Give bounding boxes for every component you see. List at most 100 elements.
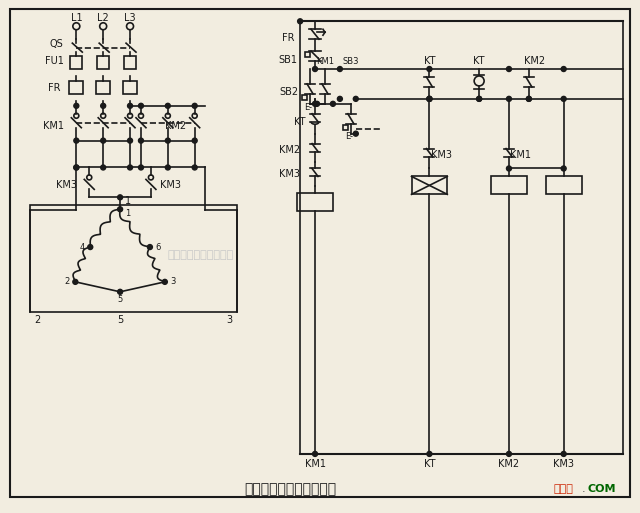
Circle shape [127,165,132,170]
Circle shape [427,96,432,102]
Text: KM3: KM3 [431,150,452,160]
Circle shape [298,19,303,24]
Text: 3: 3 [227,314,232,325]
Circle shape [192,138,197,143]
Text: KM3: KM3 [56,181,77,190]
Text: FR: FR [282,33,294,43]
Bar [491,176,527,194]
Text: KT: KT [294,117,306,127]
Text: KT: KT [424,56,435,66]
Circle shape [74,138,79,143]
Circle shape [506,451,511,457]
Circle shape [330,102,335,106]
Circle shape [353,96,358,102]
Circle shape [526,96,531,102]
Bar [302,95,307,100]
Text: KM1: KM1 [316,56,334,66]
Bar [97,56,109,69]
Text: COM: COM [588,484,616,494]
Text: KM2: KM2 [279,145,300,154]
Circle shape [312,67,317,71]
Bar [29,205,237,312]
Circle shape [526,96,531,102]
Text: 4: 4 [79,243,85,251]
Circle shape [312,451,317,457]
Circle shape [147,245,152,249]
Text: 杭州将睿科技有限公司: 杭州将睿科技有限公司 [168,250,234,260]
Circle shape [192,165,197,170]
Circle shape [127,138,132,143]
Text: L3: L3 [124,13,136,23]
Text: KM2: KM2 [499,459,520,469]
Circle shape [100,103,106,108]
Bar [546,176,582,194]
Circle shape [427,96,432,102]
Circle shape [561,451,566,457]
Text: KT: KT [424,459,435,469]
Circle shape [118,289,123,294]
Bar [343,125,348,130]
Bar [96,81,110,94]
Text: FU1: FU1 [45,56,64,66]
Bar [297,193,333,211]
Circle shape [314,102,319,106]
Circle shape [337,96,342,102]
Text: KM1: KM1 [511,150,531,160]
Bar [412,176,447,194]
Circle shape [118,195,123,200]
Text: 2: 2 [65,278,70,286]
Circle shape [561,96,566,102]
Text: E: E [305,103,310,112]
Circle shape [427,67,432,71]
Circle shape [163,280,167,284]
Text: .: . [582,484,585,494]
Circle shape [337,67,342,71]
Circle shape [100,165,106,170]
Circle shape [165,138,170,143]
Text: -: - [349,132,353,141]
Text: KM3: KM3 [553,459,574,469]
Circle shape [73,280,78,284]
Circle shape [427,96,432,102]
Circle shape [477,96,482,102]
Circle shape [74,165,79,170]
Text: FR: FR [48,83,61,93]
Circle shape [353,131,358,136]
Text: 5: 5 [117,314,124,325]
Text: KM2: KM2 [524,56,545,66]
Circle shape [74,165,79,170]
Circle shape [561,166,566,171]
Circle shape [88,245,93,249]
Circle shape [118,207,123,212]
Circle shape [138,165,143,170]
Circle shape [100,138,106,143]
Circle shape [165,103,170,108]
Text: KM1: KM1 [43,121,64,131]
Circle shape [138,138,143,143]
Text: 6: 6 [155,243,161,251]
Circle shape [165,165,170,170]
Bar [70,56,83,69]
Text: SB1: SB1 [278,55,298,65]
Circle shape [74,103,79,108]
Text: KM3: KM3 [160,181,181,190]
Circle shape [561,67,566,71]
Text: 接线图: 接线图 [554,484,573,494]
Circle shape [506,67,511,71]
Circle shape [477,96,482,102]
Bar [123,81,137,94]
Circle shape [427,451,432,457]
Text: 1: 1 [125,209,131,218]
Text: L1: L1 [70,13,82,23]
Text: 双速电动机调速控制线路: 双速电动机调速控制线路 [244,482,336,496]
Circle shape [127,103,132,108]
Circle shape [192,103,197,108]
Circle shape [506,166,511,171]
Text: 5: 5 [118,295,123,304]
Text: -: - [308,103,312,112]
Text: 3: 3 [170,278,175,286]
Text: SB3: SB3 [342,56,359,66]
Circle shape [506,96,511,102]
Bar [305,52,310,57]
Text: SB2: SB2 [279,87,298,97]
